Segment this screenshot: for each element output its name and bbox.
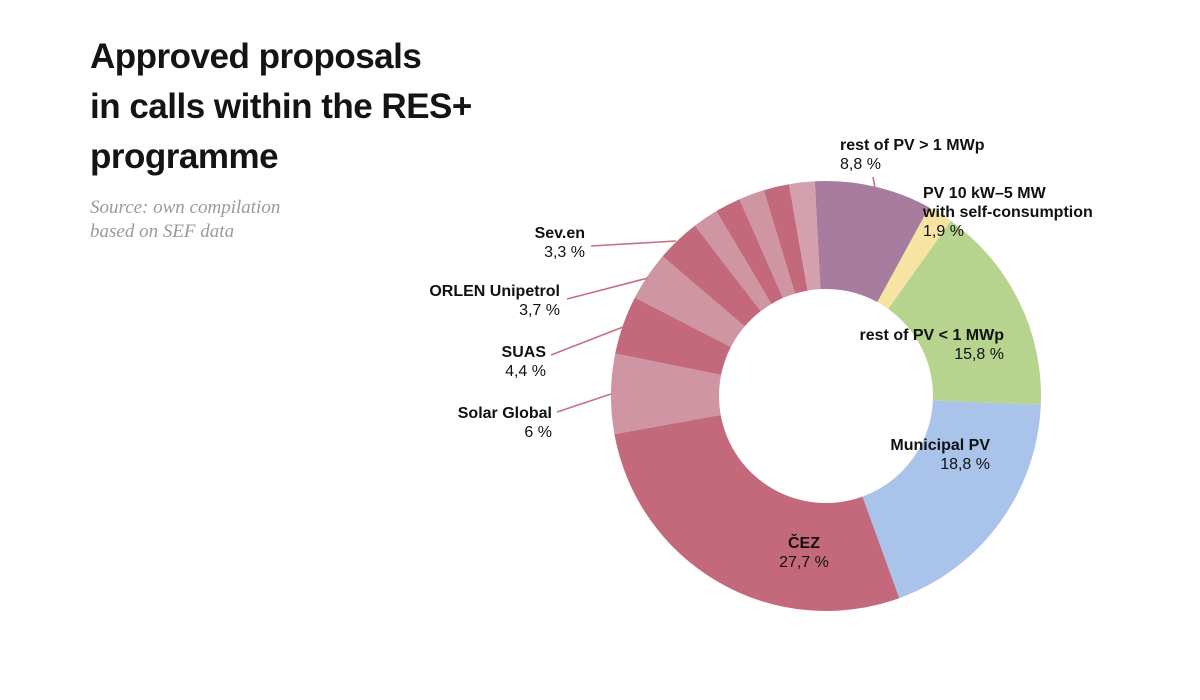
pie-slice-rest_lt1 [888,221,1041,405]
pie-slice-other2 [716,199,783,304]
pie-slice-rest_gt1 [814,180,930,303]
pie-slice-other5 [788,181,821,291]
pie-slice-cez [614,414,900,612]
pie-slice-suas [615,297,731,375]
pie-slice-other3 [739,190,796,299]
leader-line-solar_global [556,393,612,413]
pie-slice-orlen [634,256,745,348]
leader-line-seven [590,240,677,247]
pie-slice-other4 [763,184,808,294]
pie-slice-other1 [694,211,772,312]
source-note: Source: own compilation based on SEF dat… [90,197,281,242]
leader-line-suas [550,326,624,356]
pie-slice-pv10 [877,207,951,309]
leader-line-orlen [566,277,649,300]
pie-slice-municipal [862,400,1041,599]
pie-slice-solar_global [611,353,722,435]
pie-slice-seven [662,225,761,327]
leader-line-rest_gt1 [872,176,876,189]
chart-title: Approved proposals in calls within the R… [90,37,472,176]
